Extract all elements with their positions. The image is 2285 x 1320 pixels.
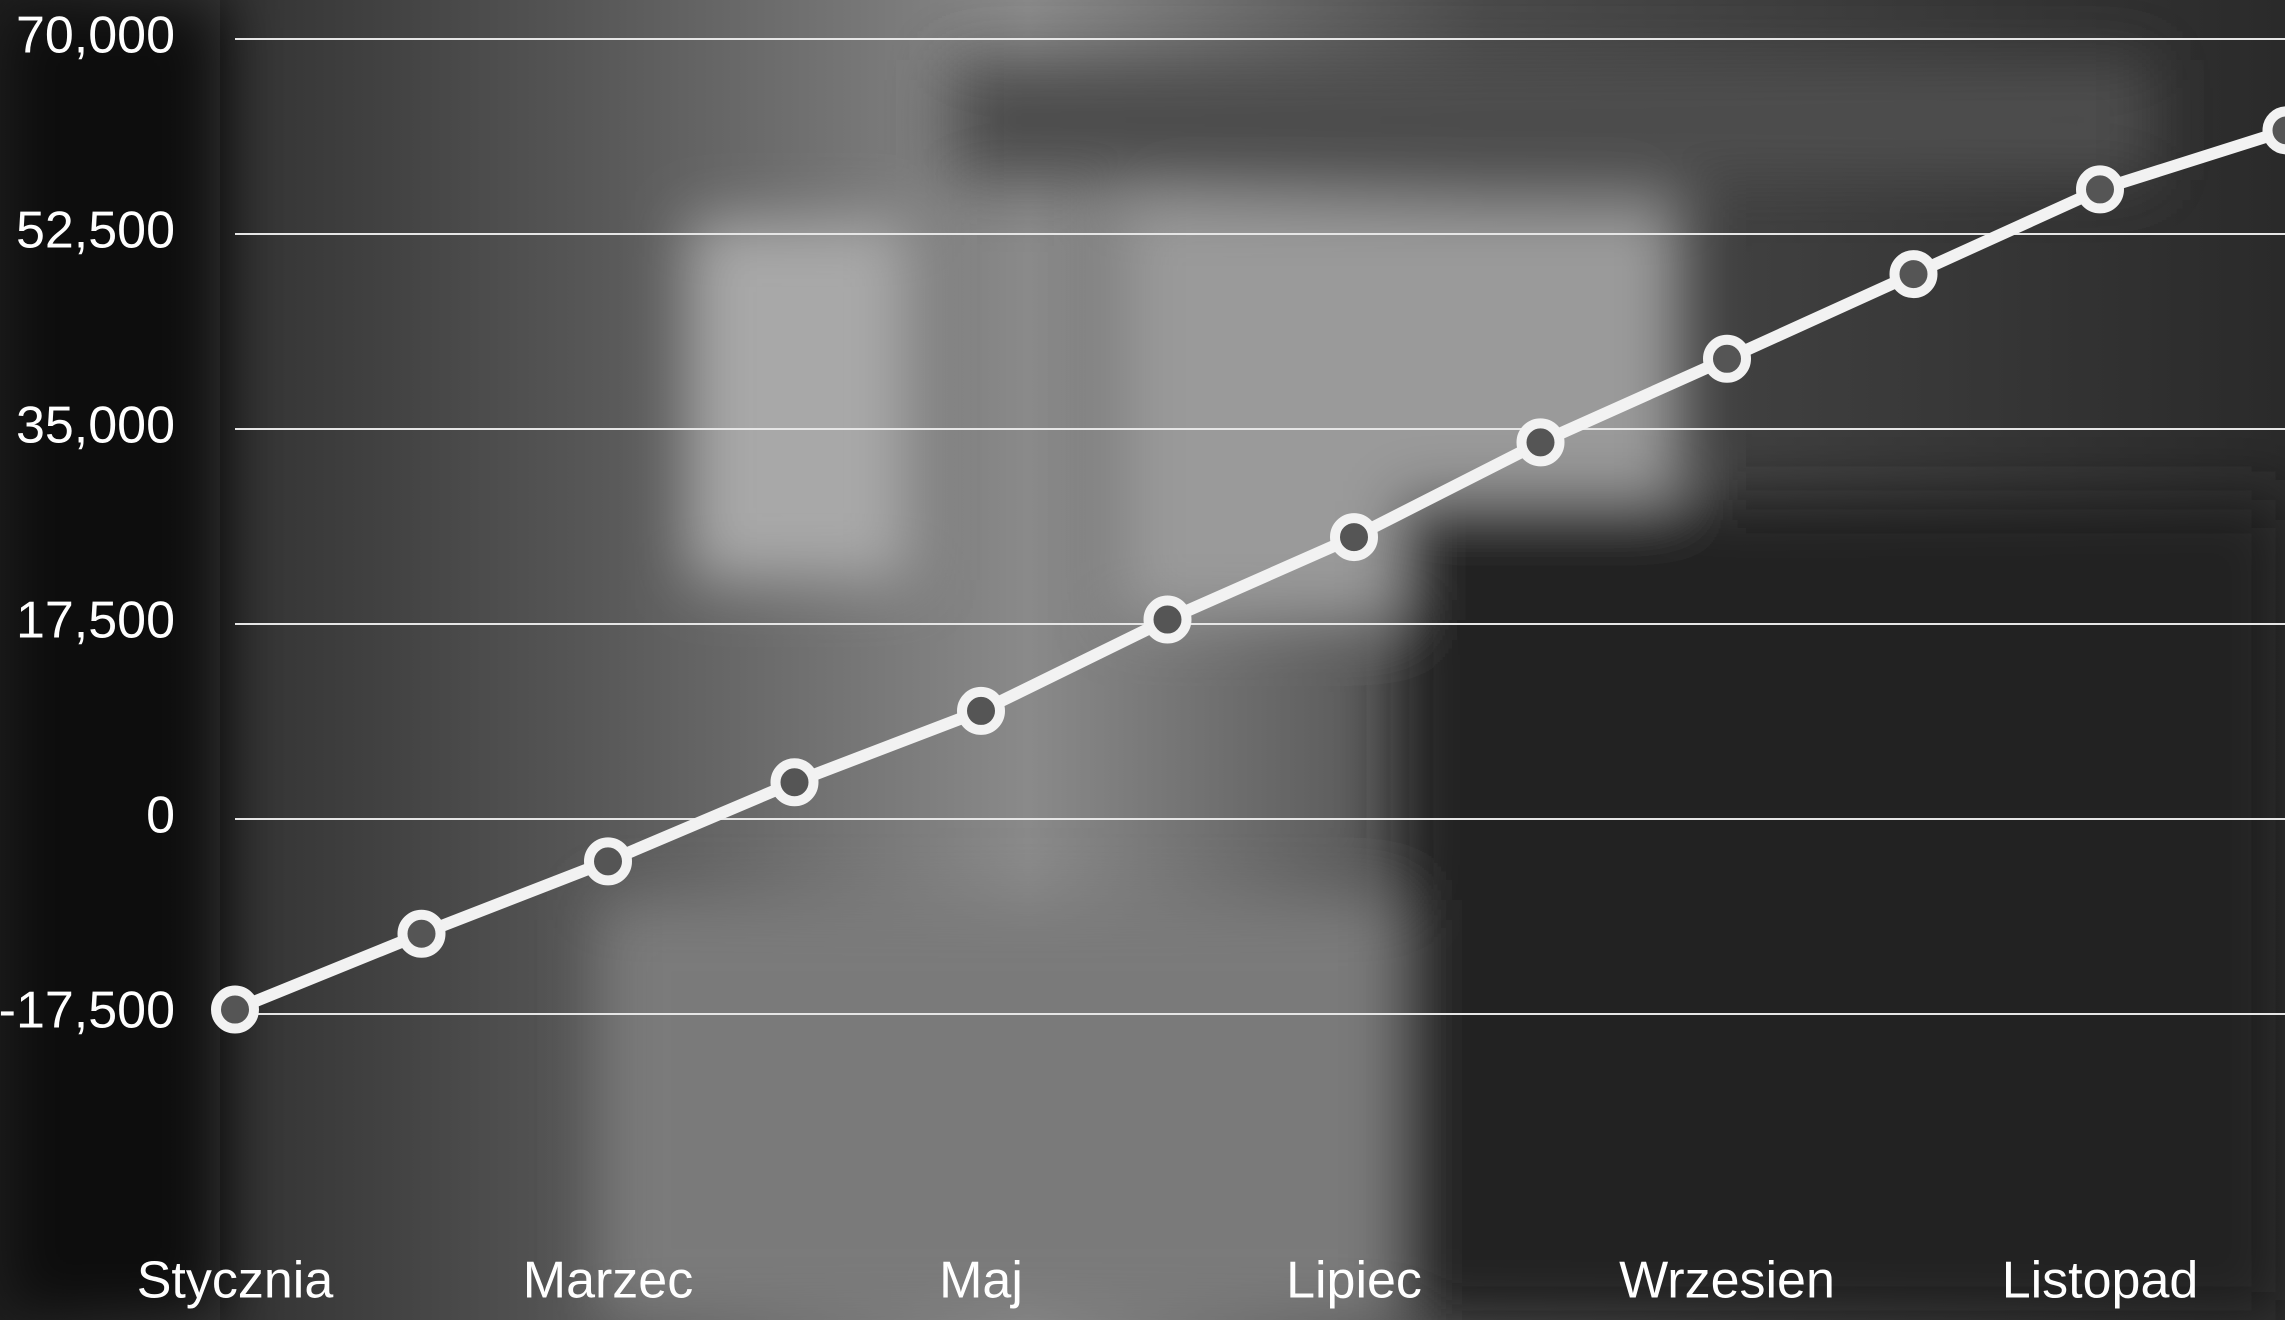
point	[1895, 255, 1933, 293]
chart: -17,500 0 17,500 35,000 52,500 70,000 Stycznia…	[0, 0, 2285, 1320]
y-tick-label: 17,500	[16, 592, 175, 650]
point	[1149, 601, 1187, 639]
point	[776, 763, 814, 801]
x-tick-label: Listopad	[2002, 1252, 2199, 1310]
y-tick-label: 70,000	[16, 7, 175, 65]
point	[403, 915, 441, 953]
point	[1522, 423, 1560, 461]
point	[589, 842, 627, 880]
x-tick-label: Marzec	[523, 1252, 693, 1310]
x-tick-label: Lipiec	[1286, 1252, 1422, 1310]
point	[216, 991, 254, 1029]
y-tick-label: -17,500	[0, 982, 175, 1040]
point	[1335, 518, 1373, 556]
x-tick-label: Wrzesien	[1619, 1252, 1835, 1310]
point	[1708, 340, 1746, 378]
y-tick-label: 52,500	[16, 202, 175, 260]
y-tick-label: 35,000	[16, 397, 175, 455]
x-tick-label: Stycznia	[137, 1252, 334, 1310]
point	[2081, 170, 2119, 208]
y-tick-label: 0	[146, 787, 175, 845]
point	[2268, 111, 2285, 149]
point	[962, 692, 1000, 730]
x-tick-label: Maj	[939, 1252, 1023, 1310]
